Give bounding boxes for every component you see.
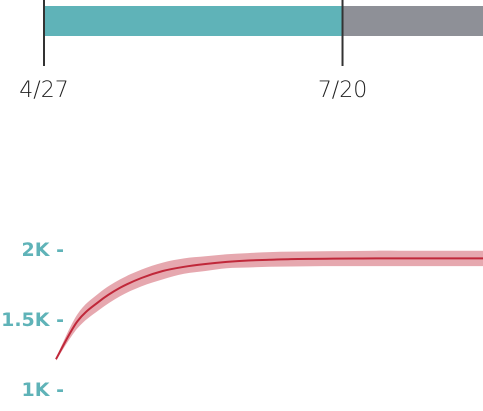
series-line [55,257,483,360]
y-tick-label: 1.5K - [1,309,64,331]
confidence-band [56,250,483,361]
timeline-start-label: 4/27 [19,78,68,103]
y-tick-label: 1K - [22,379,64,401]
timeline: 4/27 7/20 [19,0,483,103]
y-tick-label: 2K - [22,239,64,261]
timeline-remaining-segment [342,6,483,36]
timeline-elapsed-segment [44,6,343,36]
y-axis-ticks: 2K - 1.5K - 1K - [1,239,64,401]
timeline-end-label: 7/20 [318,78,367,103]
line-chart: 2K - 1.5K - 1K - [1,239,483,401]
